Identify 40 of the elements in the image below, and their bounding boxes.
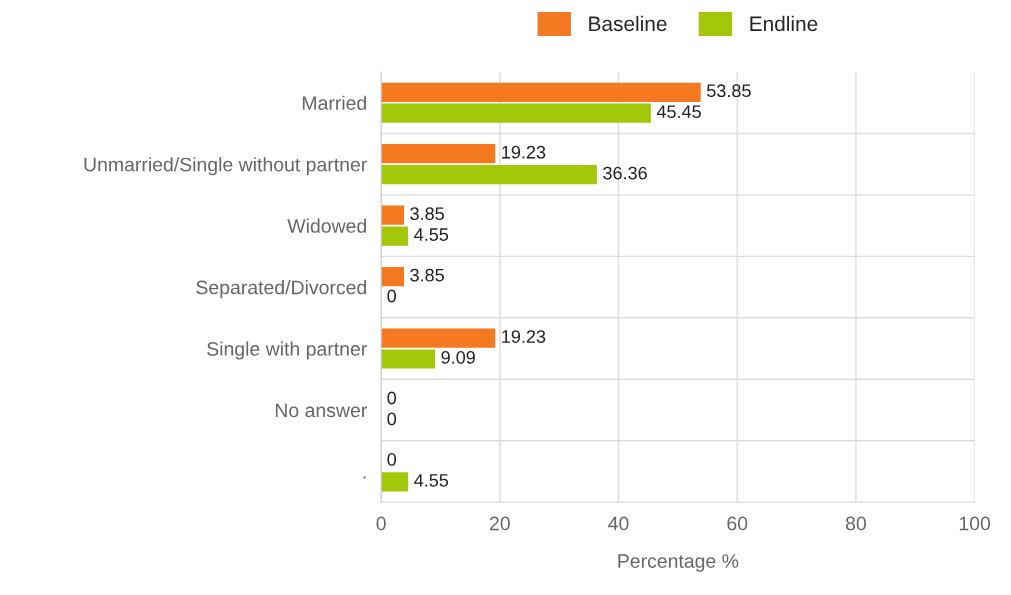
data-label: 45.45	[656, 105, 701, 119]
bar	[381, 205, 404, 225]
y-tick-label: No answer	[275, 403, 367, 418]
bar	[381, 144, 496, 164]
x-tick-label: 100	[959, 516, 991, 531]
y-tick-label: Separated/Divorced	[196, 280, 367, 299]
data-label: 53.85	[707, 84, 751, 98]
data-label: 9.09	[441, 351, 475, 364]
bar	[381, 82, 701, 102]
bar	[381, 349, 436, 369]
data-label: 36.36	[603, 166, 647, 180]
data-label: 0	[387, 453, 397, 466]
y-tick-label: Unmarried/Single without partner	[84, 157, 367, 176]
y-tick-label: Single with partner	[207, 341, 367, 360]
bar	[381, 226, 409, 246]
bar	[381, 328, 496, 348]
data-label: 0	[387, 412, 397, 426]
data-label: 3.85	[410, 207, 444, 221]
bar	[381, 267, 404, 287]
x-tick-label: 20	[490, 516, 510, 531]
bar	[381, 165, 597, 185]
legend-label: Endline	[750, 15, 818, 32]
y-tick-label: Widowed	[287, 218, 367, 233]
data-label: 4.55	[414, 474, 449, 487]
y-tick-label: .	[363, 476, 366, 479]
legend-label: Baseline	[589, 15, 667, 32]
data-label: 4.55	[414, 228, 449, 241]
x-tick-label: 80	[845, 516, 866, 531]
x-tick-label: 0	[376, 516, 386, 531]
x-tick-label: 40	[608, 516, 629, 531]
bar	[381, 472, 409, 492]
data-label: 19.23	[502, 330, 546, 343]
data-label: 0	[387, 289, 397, 303]
y-tick-label: Married	[302, 95, 367, 110]
bar	[381, 103, 651, 123]
x-axis-title: Percentage %	[618, 554, 739, 572]
data-label: 3.85	[410, 268, 444, 282]
data-label: 0	[387, 391, 397, 405]
x-tick-label: 60	[727, 516, 748, 531]
data-label: 19.23	[502, 145, 546, 159]
